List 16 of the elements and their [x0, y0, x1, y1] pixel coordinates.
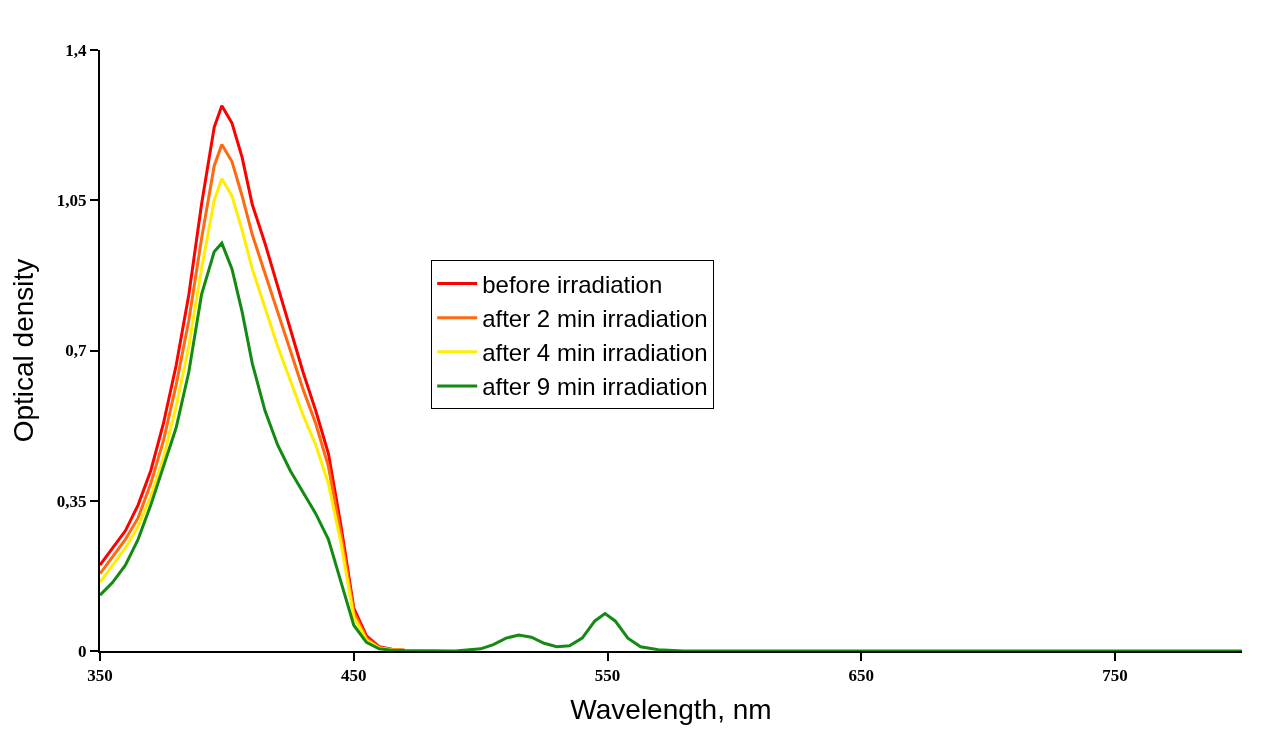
y-tick-label: 0,35	[56, 491, 87, 511]
y-tick-label: 1,05	[56, 191, 87, 211]
y-axis-title: Optical density	[8, 258, 40, 443]
x-tick-label: 650	[848, 666, 875, 686]
legend-label: after 2 min irradiation	[482, 305, 708, 333]
y-tick-label: 0,7	[65, 341, 88, 361]
legend-label: before irradiation	[482, 270, 663, 298]
x-tick-label: 550	[594, 666, 621, 686]
x-axis-title: Wavelength, nm	[570, 694, 772, 725]
legend-label: after 9 min irradiation	[482, 373, 708, 401]
x-tick-label: 750	[1102, 666, 1128, 686]
y-tick-label: 0	[78, 641, 87, 661]
x-tick-label: 350	[87, 666, 113, 686]
legend-label: after 4 min irradiation	[482, 339, 708, 367]
x-tick-label: 450	[341, 666, 367, 686]
y-tick-label: 1,4	[65, 40, 88, 60]
